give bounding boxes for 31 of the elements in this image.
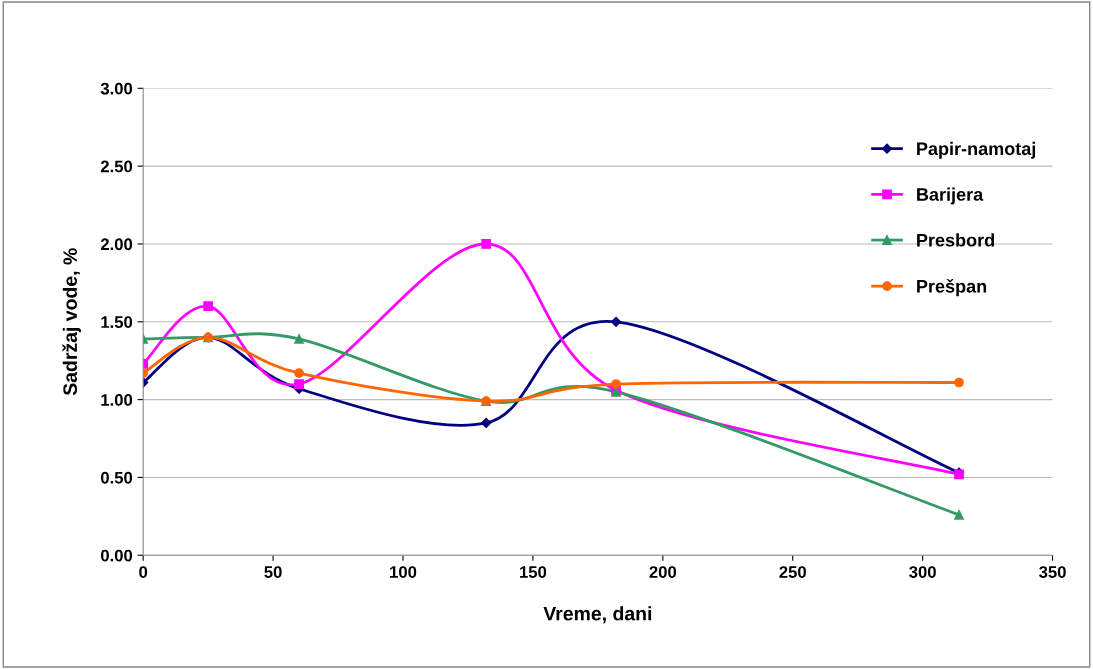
y-tick-label: 1.00 xyxy=(101,394,133,406)
y-tick-label: 1.50 xyxy=(101,316,133,328)
y-tick-label: 0.50 xyxy=(100,471,133,484)
y-axis-title: Sadržaj vode, % xyxy=(62,248,81,396)
y-tick-label: 2.50 xyxy=(100,160,133,173)
point xyxy=(481,239,492,249)
point xyxy=(294,334,304,344)
legend-label: Barijera xyxy=(917,187,984,205)
y-tick-label: 0.00 xyxy=(100,549,133,562)
y-tick-label: 3.00 xyxy=(100,82,133,95)
point xyxy=(203,301,214,312)
x-tick-label: 150 xyxy=(520,566,547,578)
x-tick-label: 200 xyxy=(649,566,677,578)
point xyxy=(954,509,964,520)
x-tick-label: 100 xyxy=(390,566,417,578)
point xyxy=(294,379,304,389)
x-tick-label: 300 xyxy=(909,566,936,578)
x-tick-label: 50 xyxy=(264,566,282,578)
legend-label: Papir-namotaj xyxy=(917,141,1036,159)
point xyxy=(610,316,622,327)
point xyxy=(294,368,304,379)
x-tick-label: 0 xyxy=(139,566,148,578)
x-tick-label: 350 xyxy=(1039,566,1066,578)
legend-label: Presbord xyxy=(917,233,994,247)
x-axis-title: Vreme, dani xyxy=(543,606,652,624)
y-tick-label: 2.00 xyxy=(100,238,133,251)
x-tick-label: 250 xyxy=(779,566,806,578)
point xyxy=(954,377,964,388)
point xyxy=(481,417,492,429)
point xyxy=(611,379,621,389)
legend-label: Prešpan xyxy=(917,279,987,297)
